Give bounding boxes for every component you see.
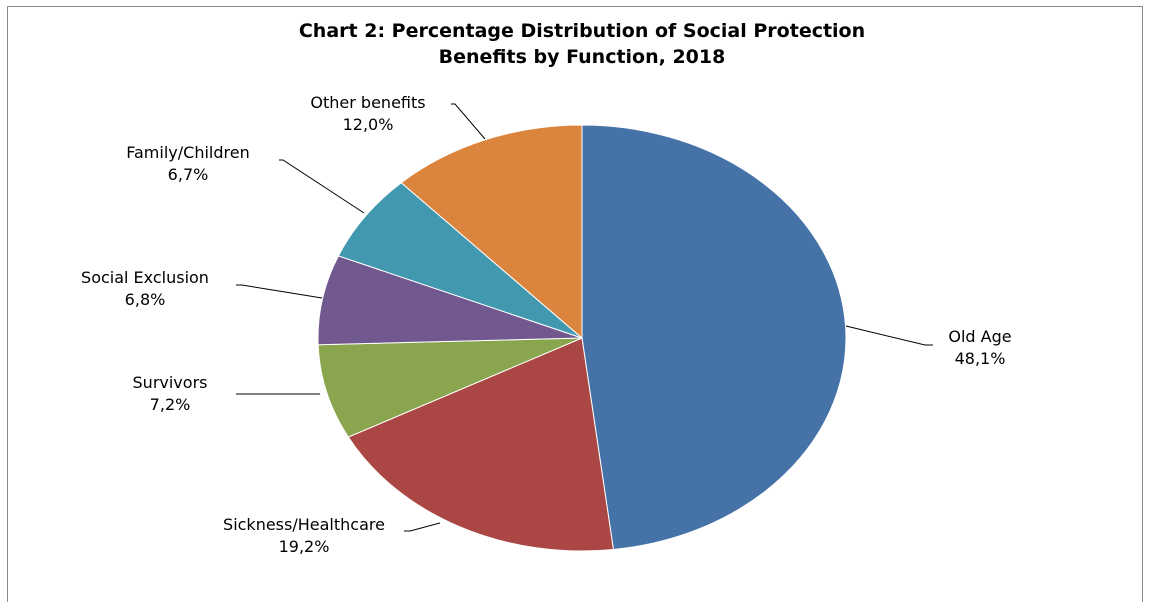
slice-value-label: 6,8% (125, 290, 166, 309)
slice-value-label: 19,2% (279, 537, 330, 556)
slice-value-label: 48,1% (955, 349, 1006, 368)
leader-line (404, 522, 441, 532)
slice-category-label: Old Age (948, 327, 1011, 346)
slice-value-label: 7,2% (150, 395, 191, 414)
slice-category-label: Social Exclusion (81, 268, 209, 287)
pie-slice-other-benefits (400, 124, 583, 340)
pie-slice-survivors (317, 337, 583, 438)
slice-value-label: 12,0% (343, 115, 394, 134)
pie-slice-old-age (581, 124, 847, 551)
pie-slice-sickness-healthcare (347, 337, 615, 552)
slice-category-label: Family/Children (126, 143, 249, 162)
slice-category-label: Survivors (133, 373, 208, 392)
chart-title-line-2: Benefits by Function, 2018 (439, 46, 726, 68)
pie-slice-family-children (337, 182, 583, 339)
leader-line (279, 159, 365, 214)
leader-line (236, 284, 323, 299)
leader-line (451, 103, 486, 140)
slice-category-label: Other benefits (310, 93, 425, 112)
chart-title-line-1: Chart 2: Percentage Distribution of Soci… (299, 20, 865, 42)
slice-value-label: 6,7% (168, 165, 209, 184)
slice-category-label: Sickness/Healthcare (223, 515, 385, 534)
pie-slice-social-exclusion (317, 255, 583, 346)
leader-line (845, 325, 933, 346)
